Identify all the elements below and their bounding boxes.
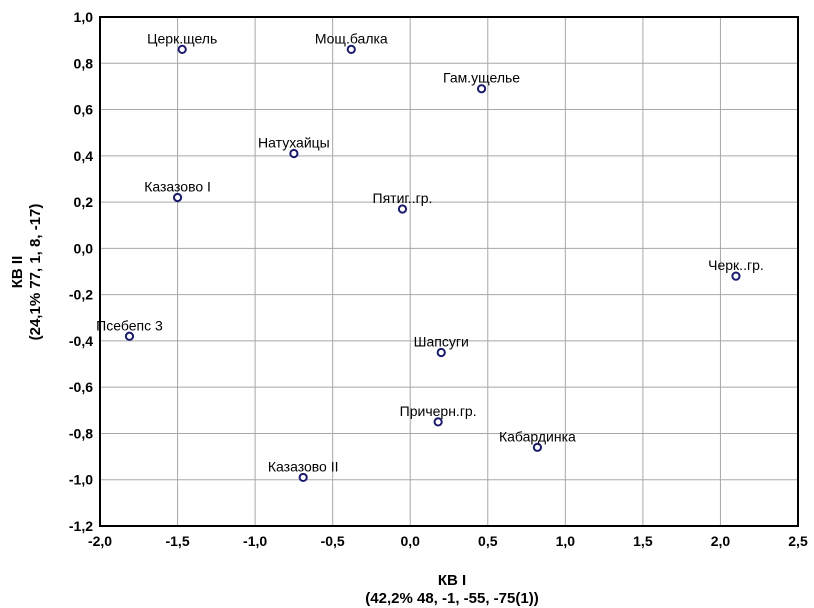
data-point-marker — [172, 192, 183, 203]
x-tick-label: -1,5 — [165, 533, 189, 549]
y-tick-label: 0,4 — [74, 148, 94, 164]
data-point-label: Шапсуги — [414, 333, 469, 349]
x-tick-label: 0,5 — [478, 533, 498, 549]
data-point-marker — [731, 271, 741, 281]
x-tick-labels: -2,0 -1,5 -1,0 -0,5 0,0 0,5 1,0 1,5 2,0 2,5 — [88, 533, 808, 549]
x-tick-label: -1,0 — [243, 533, 267, 549]
data-point-marker — [476, 84, 487, 94]
y-tick-label: 0,8 — [74, 55, 94, 71]
y-tick-label: 1,0 — [74, 9, 94, 25]
y-tick-label: -0,4 — [69, 333, 93, 349]
data-point-marker — [298, 472, 308, 483]
data-point-label: Пятиг..гр. — [373, 190, 433, 206]
data-point-label: Гам.ущелье — [443, 70, 520, 86]
y-tick-label: -0,6 — [69, 379, 93, 395]
data-point-label: Церк.щель — [147, 30, 217, 46]
data-point-label: Причерн.гр. — [400, 403, 477, 419]
data-point-label: Псебепс 3 — [96, 317, 163, 333]
data-point-marker — [436, 347, 446, 358]
data-point-marker — [289, 148, 299, 159]
x-tick-label: 2,5 — [788, 533, 808, 549]
data-point-label: Натухайцы — [258, 135, 330, 151]
data-point-marker — [124, 331, 135, 341]
data-point-marker — [397, 204, 408, 214]
data-point-marker — [532, 442, 543, 452]
x-tick-label: -0,5 — [321, 533, 345, 549]
data-point-label: Черк..гр. — [708, 257, 764, 273]
x-axis-subtitle: (42,2% 48, -1, -55, -75(1)) — [365, 590, 538, 607]
y-tick-label: -1,0 — [69, 472, 93, 488]
x-axis-title: КВ I — [438, 572, 466, 589]
data-point-label: Казазово I — [144, 178, 211, 194]
x-tick-label: 1,0 — [556, 533, 576, 549]
y-tick-label: -0,8 — [69, 425, 93, 441]
x-tick-label: 0,0 — [400, 533, 420, 549]
data-point-label: Кабардинка — [499, 428, 576, 444]
grid-lines — [99, 16, 799, 527]
y-axis-title: КВ II — [9, 256, 26, 289]
data-point-marker — [346, 44, 356, 54]
y-tick-label: 0,0 — [74, 240, 94, 256]
data-points: Церк.щель Мощ.балка Гам.ущелье Натухайцы Каз… — [96, 30, 764, 483]
y-tick-labels: -1,2 -1,0 -0,8 -0,6 -0,4 -0,2 0,0 0,2 0,4 0,6 0,8 1… — [69, 9, 93, 534]
x-tick-label: 2,0 — [711, 533, 731, 549]
x-tick-label: -2,0 — [88, 533, 112, 549]
x-tick-label: 1,5 — [633, 533, 653, 549]
y-axis-subtitle: (24,1% 77, 1, 8, -17) — [27, 204, 44, 341]
data-point-marker — [177, 44, 187, 54]
y-tick-label: -0,2 — [69, 287, 93, 303]
plot-frame — [99, 16, 799, 527]
y-tick-label: 0,2 — [74, 194, 94, 210]
y-tick-label: -1,2 — [69, 518, 93, 534]
y-tick-label: 0,6 — [74, 102, 94, 118]
data-point-marker — [433, 417, 443, 427]
data-point-label: Казазово II — [268, 458, 339, 474]
data-point-label: Мощ.балка — [315, 30, 388, 46]
